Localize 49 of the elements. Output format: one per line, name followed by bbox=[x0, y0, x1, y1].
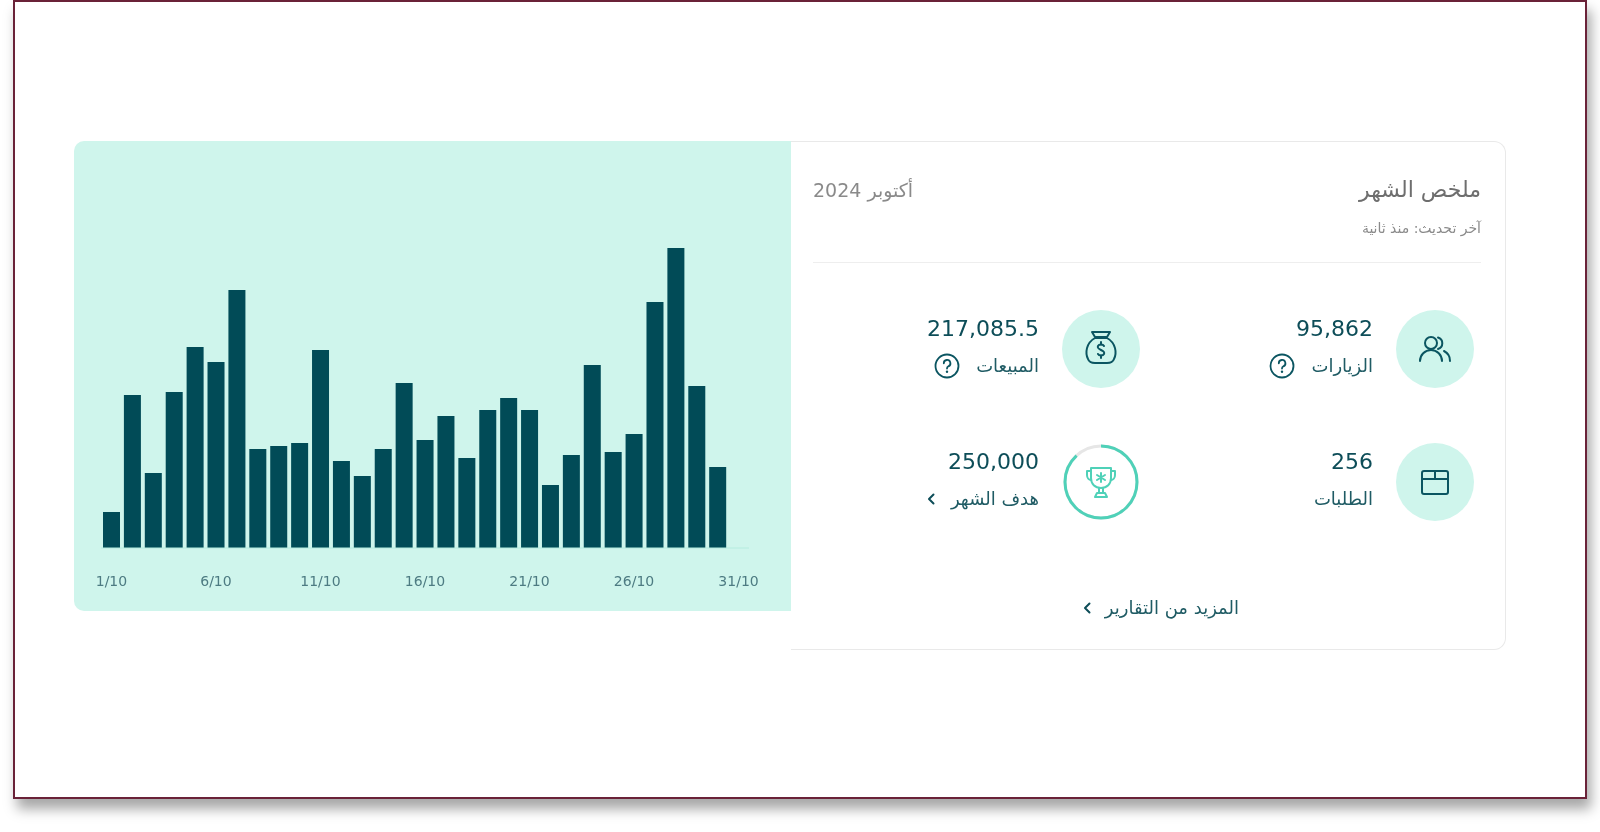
bar bbox=[479, 410, 497, 548]
text: آخر تحديث: منذ ثانية bbox=[1361, 219, 1481, 238]
bar bbox=[374, 449, 392, 548]
bar bbox=[688, 386, 706, 548]
bar bbox=[583, 365, 601, 548]
text: ملخص الشهر bbox=[1359, 176, 1481, 204]
bar bbox=[625, 434, 643, 548]
text: المبيعات bbox=[976, 354, 1039, 378]
bar bbox=[667, 248, 685, 548]
text: 95,862 bbox=[1296, 315, 1373, 343]
x-tick-label: 16/10 bbox=[404, 572, 446, 589]
bar bbox=[709, 467, 727, 548]
text: الطلبات bbox=[1313, 487, 1373, 511]
bar bbox=[416, 440, 434, 548]
bar bbox=[500, 398, 518, 548]
x-tick-label: 11/10 bbox=[300, 572, 341, 589]
x-tick-label: 26/10 bbox=[613, 572, 655, 589]
bar bbox=[395, 383, 413, 548]
text: أكتوبر 2024 bbox=[813, 177, 914, 203]
bar bbox=[249, 449, 267, 548]
text: هدف الشهر bbox=[950, 487, 1039, 512]
bar bbox=[312, 350, 330, 548]
bar bbox=[186, 347, 204, 548]
bar bbox=[207, 362, 225, 548]
bar bbox=[332, 461, 350, 548]
bar bbox=[646, 302, 664, 548]
x-tick-label: 1/10 bbox=[95, 572, 128, 589]
bar bbox=[437, 416, 455, 548]
bar bbox=[165, 392, 183, 548]
bar bbox=[144, 473, 162, 548]
x-tick-label: 21/10 bbox=[509, 572, 550, 589]
bar bbox=[562, 455, 580, 548]
bar bbox=[541, 485, 559, 548]
text: 250,000 bbox=[948, 448, 1039, 476]
text: 217,085.5 bbox=[927, 315, 1039, 343]
bar bbox=[270, 446, 288, 548]
x-tick-label: 31/10 bbox=[718, 572, 759, 589]
text: 256 bbox=[1331, 448, 1373, 476]
bar bbox=[353, 476, 371, 548]
text: الزيارات bbox=[1311, 354, 1373, 379]
bar bbox=[458, 458, 476, 548]
bar bbox=[123, 395, 141, 548]
bar bbox=[521, 410, 539, 548]
bar bbox=[103, 512, 120, 548]
text: المزيد من التقارير bbox=[1104, 596, 1239, 621]
bar bbox=[291, 443, 309, 548]
bar bbox=[228, 290, 246, 548]
x-tick-label: 6/10 bbox=[200, 572, 232, 589]
bar bbox=[604, 452, 622, 548]
